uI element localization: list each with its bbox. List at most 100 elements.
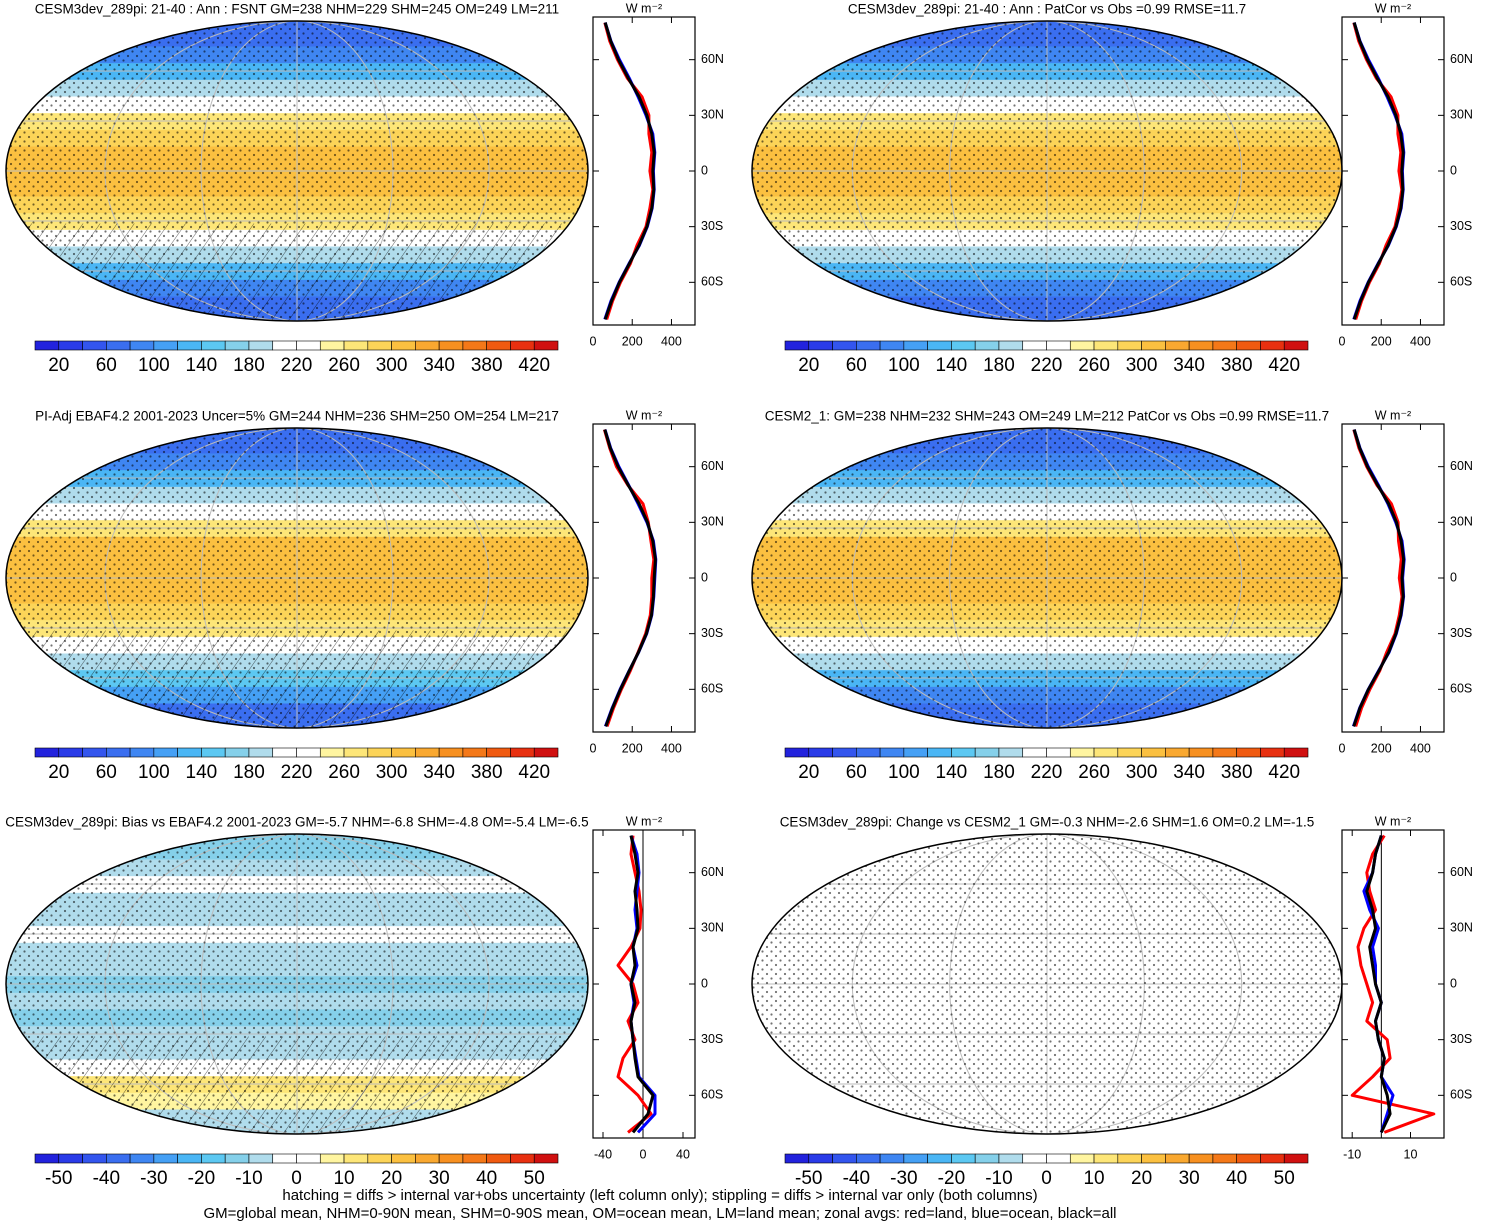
colorbar-label: 380 bbox=[471, 762, 503, 783]
map bbox=[6, 834, 588, 1134]
y-tick-label: 60N bbox=[1450, 865, 1473, 879]
colorbar-box bbox=[248, 340, 274, 351]
hatching bbox=[6, 1036, 588, 1134]
x-tick-label: 200 bbox=[1371, 334, 1392, 348]
colorbar-box bbox=[82, 747, 107, 758]
colorbar-label: 100 bbox=[888, 762, 920, 783]
colorbar-box bbox=[82, 1153, 107, 1164]
colorbar-box bbox=[832, 340, 857, 351]
colorbar-box bbox=[998, 1153, 1024, 1164]
colorbar-box bbox=[438, 1153, 464, 1164]
colorbar-label: 60 bbox=[96, 355, 117, 376]
y-tick-label: 60S bbox=[701, 1088, 723, 1102]
y-tick-label: 60S bbox=[701, 682, 723, 696]
colorbar-box bbox=[129, 340, 155, 351]
colorbar-box bbox=[272, 747, 297, 758]
colorbar-box bbox=[343, 747, 369, 758]
colorbar-box bbox=[1283, 1153, 1309, 1164]
colorbar-label: 340 bbox=[1173, 355, 1205, 376]
colorbar-box bbox=[177, 747, 202, 758]
colorbar-box bbox=[391, 1153, 416, 1164]
panel-title: CESM3dev_289pi: 21-40 : Ann : PatCor vs … bbox=[848, 2, 1246, 17]
colorbar-box bbox=[856, 1153, 881, 1164]
colorbar-box bbox=[903, 747, 928, 758]
y-tick-label: 60S bbox=[1450, 275, 1472, 289]
colorbar-box bbox=[856, 747, 881, 758]
x-tick-label: 200 bbox=[622, 334, 643, 348]
y-tick-label: 0 bbox=[701, 570, 708, 584]
zonal-line bbox=[1352, 429, 1404, 727]
y-tick-label: 60N bbox=[1450, 459, 1473, 473]
colorbar-box bbox=[808, 340, 833, 351]
colorbar-box bbox=[201, 340, 226, 351]
zonal-frame bbox=[1341, 423, 1445, 733]
y-tick-label: 0 bbox=[701, 163, 708, 177]
colorbar-label: 20 bbox=[48, 762, 69, 783]
colorbar-box bbox=[808, 1153, 833, 1164]
colorbar-label: 20 bbox=[48, 355, 69, 376]
colorbar-box bbox=[1236, 1153, 1261, 1164]
colorbar-box bbox=[486, 1153, 511, 1164]
colorbar-box bbox=[177, 340, 202, 351]
x-tick-label: 0 bbox=[1339, 334, 1346, 348]
colorbar-box bbox=[533, 747, 559, 758]
colorbar-box bbox=[1117, 1153, 1142, 1164]
colorbar-box bbox=[319, 340, 345, 351]
colorbar-box bbox=[1046, 747, 1071, 758]
zonal-line bbox=[1350, 834, 1436, 1134]
colorbar-box bbox=[951, 1153, 976, 1164]
y-tick-label: 60N bbox=[701, 459, 724, 473]
colorbar-box bbox=[1212, 340, 1237, 351]
colorbar-label: 20 bbox=[1131, 1168, 1152, 1189]
colorbar-label: -10 bbox=[985, 1168, 1012, 1189]
colorbar-box bbox=[1165, 1153, 1190, 1164]
colorbar-label: -30 bbox=[140, 1168, 167, 1189]
colorbar-box bbox=[1141, 747, 1166, 758]
colorbar-label: -40 bbox=[93, 1168, 120, 1189]
colorbar-label: -20 bbox=[938, 1168, 965, 1189]
map bbox=[6, 428, 588, 728]
x-tick-label: 0 bbox=[590, 334, 597, 348]
colorbar-box bbox=[296, 340, 321, 351]
colorbar-box bbox=[58, 340, 83, 351]
colorbar-box bbox=[1165, 747, 1190, 758]
colorbar-box bbox=[367, 340, 392, 351]
colorbar-label: 0 bbox=[1041, 1168, 1052, 1189]
colorbar-label: 20 bbox=[798, 355, 819, 376]
y-tick-label: 30N bbox=[701, 921, 724, 935]
zonal-frame bbox=[592, 16, 696, 326]
footer-line: hatching = diffs > internal var+obs unce… bbox=[282, 1187, 1037, 1204]
colorbar-label: 220 bbox=[1031, 762, 1063, 783]
y-tick-label: 30S bbox=[1450, 1032, 1472, 1046]
colorbar-label: 0 bbox=[291, 1168, 302, 1189]
x-tick-label: 400 bbox=[661, 334, 682, 348]
colorbar-box bbox=[1069, 1153, 1095, 1164]
colorbar-box bbox=[1260, 340, 1285, 351]
colorbar-label: 380 bbox=[471, 355, 503, 376]
colorbar-label: 50 bbox=[524, 1168, 545, 1189]
colorbar-box bbox=[1046, 1153, 1071, 1164]
colorbar-label: 100 bbox=[138, 355, 170, 376]
colorbar-box bbox=[486, 340, 511, 351]
colorbar-box bbox=[927, 747, 952, 758]
map bbox=[752, 21, 1342, 321]
colorbar-label: 380 bbox=[1221, 355, 1253, 376]
colorbar-box bbox=[462, 340, 487, 351]
y-tick-label: 60N bbox=[701, 52, 724, 66]
colorbar-label: -30 bbox=[890, 1168, 917, 1189]
colorbar-label: 420 bbox=[518, 762, 550, 783]
colorbar-label: 40 bbox=[1226, 1168, 1247, 1189]
x-tick-label: -40 bbox=[594, 1147, 612, 1161]
colorbar-box bbox=[1141, 1153, 1166, 1164]
colorbar-box bbox=[153, 340, 178, 351]
colorbar-box bbox=[808, 747, 833, 758]
colorbar-box bbox=[1283, 747, 1309, 758]
zonal-line bbox=[1351, 429, 1406, 727]
hatching bbox=[6, 630, 588, 728]
colorbar-label: 380 bbox=[1221, 762, 1253, 783]
panel: CESM3dev_289pi: 21-40 : Ann : FSNT GM=23… bbox=[5, 1, 724, 376]
colorbar-label: 140 bbox=[936, 355, 968, 376]
colorbar-box bbox=[879, 340, 905, 351]
colorbar-box bbox=[129, 747, 155, 758]
colorbar-box bbox=[177, 1153, 202, 1164]
